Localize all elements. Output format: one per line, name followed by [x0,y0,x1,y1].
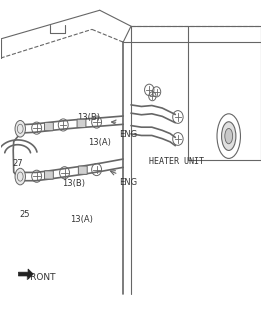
Ellipse shape [225,128,233,144]
FancyBboxPatch shape [77,119,86,127]
Polygon shape [18,269,33,279]
Text: FRONT: FRONT [25,273,56,282]
Ellipse shape [15,168,25,185]
Text: 13(A): 13(A) [70,215,93,224]
FancyBboxPatch shape [45,171,53,179]
Text: 27: 27 [12,159,23,168]
Text: 13(A): 13(A) [88,138,111,147]
Text: 13(B): 13(B) [78,113,101,123]
Text: ENG: ENG [119,179,137,188]
Text: ENG: ENG [119,130,137,139]
Text: 25: 25 [19,210,30,219]
Ellipse shape [15,121,25,137]
FancyBboxPatch shape [78,166,87,174]
Text: HEATER UNIT: HEATER UNIT [149,157,204,166]
Ellipse shape [222,122,236,150]
FancyBboxPatch shape [45,123,53,131]
Text: 13(B): 13(B) [62,179,85,188]
